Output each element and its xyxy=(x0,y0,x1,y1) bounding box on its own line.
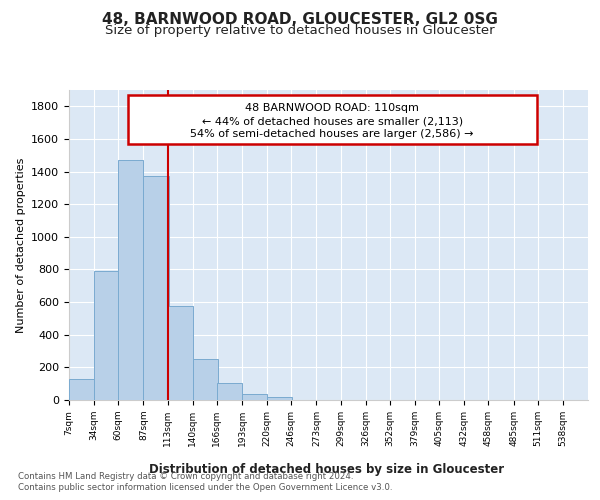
Bar xyxy=(242,394,267,400)
Bar xyxy=(193,359,218,400)
Text: Contains public sector information licensed under the Open Government Licence v3: Contains public sector information licen… xyxy=(18,484,392,492)
Text: 48 BARNWOOD ROAD: 110sqm: 48 BARNWOOD ROAD: 110sqm xyxy=(245,103,419,113)
Bar xyxy=(118,160,143,400)
Bar xyxy=(267,396,292,400)
Bar xyxy=(69,379,94,400)
Text: ← 44% of detached houses are smaller (2,113): ← 44% of detached houses are smaller (2,… xyxy=(202,116,463,126)
Y-axis label: Number of detached properties: Number of detached properties xyxy=(16,158,26,332)
Text: Size of property relative to detached houses in Gloucester: Size of property relative to detached ho… xyxy=(105,24,495,37)
Bar xyxy=(94,271,119,400)
Bar xyxy=(217,383,242,400)
Text: 54% of semi-detached houses are larger (2,586) →: 54% of semi-detached houses are larger (… xyxy=(190,129,474,139)
Text: Distribution of detached houses by size in Gloucester: Distribution of detached houses by size … xyxy=(149,462,505,475)
Bar xyxy=(143,176,169,400)
Text: 48, BARNWOOD ROAD, GLOUCESTER, GL2 0SG: 48, BARNWOOD ROAD, GLOUCESTER, GL2 0SG xyxy=(102,12,498,28)
Bar xyxy=(167,306,193,400)
Text: Contains HM Land Registry data © Crown copyright and database right 2024.: Contains HM Land Registry data © Crown c… xyxy=(18,472,353,481)
Bar xyxy=(128,95,537,144)
